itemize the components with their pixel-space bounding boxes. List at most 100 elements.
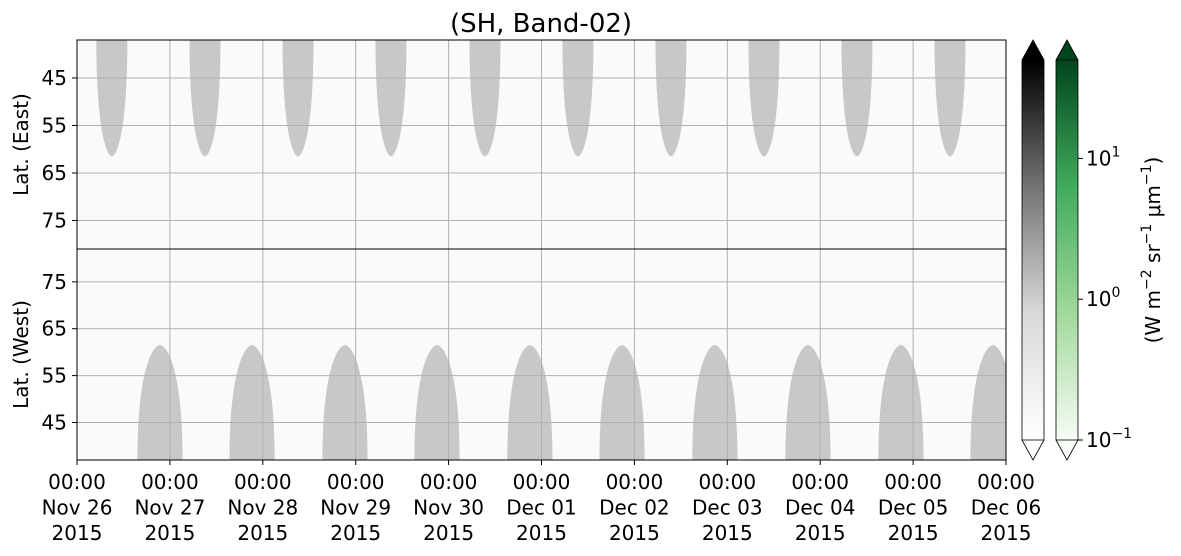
x-tick-label: 00:00 Nov 27 2015 [134, 470, 205, 545]
label-part: sr [1141, 244, 1165, 270]
lobe [748, 40, 780, 157]
x-tick-label-line: 2015 [52, 521, 103, 545]
x-tick-label: 00:00 Nov 29 2015 [320, 470, 391, 545]
x-tick-label-line: 00:00 [141, 470, 199, 494]
x-tick-label-line: 00:00 [977, 470, 1035, 494]
x-tick-label-line: 00:00 [606, 470, 664, 494]
colorbar-extend-max [1055, 39, 1079, 61]
x-tick-label: 00:00 Dec 02 2015 [599, 470, 670, 545]
x-tick-label: 00:00 Nov 28 2015 [227, 470, 298, 545]
x-tick-label-line: Dec 04 [785, 496, 856, 520]
lobe [322, 345, 368, 460]
tick-exponent: 1 [1111, 144, 1120, 160]
colorbar-tick-label: 101 [1086, 144, 1120, 170]
colorbar-frame [1021, 59, 1045, 441]
tick-exponent: −1 [1111, 426, 1132, 442]
x-tick-label-line: 2015 [795, 521, 846, 545]
x-tick-label-line: Dec 02 [599, 496, 670, 520]
y-tick-label: 55 [42, 114, 67, 138]
x-tick-label: 00:00 Dec 05 2015 [878, 470, 949, 545]
x-tick-label-line: 2015 [981, 521, 1032, 545]
label-exponent: −1 [1139, 164, 1155, 185]
y-tick-label: 45 [42, 66, 67, 90]
colorbar-extend-min [1055, 439, 1079, 461]
x-tick-label-line: 2015 [144, 521, 195, 545]
x-tick-label-line: Nov 29 [320, 496, 391, 520]
lobe [96, 40, 128, 157]
x-tick-label-line: Nov 28 [227, 496, 298, 520]
x-tick-label-line: Nov 27 [134, 496, 205, 520]
y-tick-label: 55 [42, 364, 67, 388]
lobe [934, 40, 966, 157]
y-tick-label: 75 [42, 209, 67, 233]
lobe [655, 40, 687, 157]
colorbar-tick-label: 10−1 [1086, 426, 1132, 452]
colorbar-frame [1055, 59, 1079, 441]
x-tick-label-line: 00:00 [234, 470, 292, 494]
lobe [841, 40, 873, 157]
lobe [189, 40, 221, 157]
x-tick-label-line: 00:00 [420, 470, 478, 494]
lobe [562, 40, 594, 157]
x-tick-label-line: Nov 26 [42, 496, 113, 520]
x-tick-label-line: 2015 [888, 521, 939, 545]
tick-base: 10 [1086, 146, 1111, 170]
y-axis-label: Lat. (West) [9, 300, 33, 409]
label-exponent: −1 [1139, 224, 1155, 245]
lobe [137, 345, 183, 460]
lobe [599, 345, 645, 460]
label-exponent: −2 [1139, 269, 1155, 290]
x-tick-label-line: 00:00 [327, 470, 385, 494]
lobe [692, 345, 738, 460]
colorbar [1022, 60, 1044, 440]
lobe [282, 40, 314, 157]
tick-base: 10 [1086, 287, 1111, 311]
chart-title: (SH, Band-02) [450, 9, 632, 39]
y-tick-label: 45 [42, 410, 67, 434]
lobe [469, 40, 501, 157]
lobe [375, 40, 407, 157]
lobe [229, 345, 275, 460]
x-tick-label: 00:00 Nov 26 2015 [42, 470, 113, 545]
x-tick-label-line: 2015 [702, 521, 753, 545]
panel-data [96, 40, 966, 157]
colorbar-extend-min [1021, 439, 1045, 461]
y-tick-label: 65 [42, 317, 67, 341]
x-tick-label: 00:00 Dec 01 2015 [506, 470, 577, 545]
lobe [785, 345, 831, 460]
x-tick-label: 00:00 Nov 30 2015 [413, 470, 484, 545]
x-tick-label-line: 2015 [516, 521, 567, 545]
label-part: ) [1141, 157, 1165, 165]
tick-base: 10 [1086, 428, 1111, 452]
y-tick-label: 65 [42, 161, 67, 185]
x-tick-label: 00:00 Dec 03 2015 [692, 470, 763, 545]
x-tick-label-line: 00:00 [48, 470, 106, 494]
x-tick-label-line: 00:00 [513, 470, 571, 494]
x-tick-label-line: 00:00 [884, 470, 942, 494]
colorbar-extend-max [1021, 39, 1045, 61]
x-tick-label-line: Dec 05 [878, 496, 949, 520]
colorbar-tick-label: 100 [1086, 285, 1120, 311]
x-tick-label-line: Dec 01 [506, 496, 577, 520]
x-tick-label-line: Nov 30 [413, 496, 484, 520]
label-part: μm [1141, 185, 1165, 224]
x-tick-label-line: 2015 [330, 521, 381, 545]
x-tick-label-line: Dec 06 [971, 496, 1042, 520]
y-tick-label: 75 [42, 270, 67, 294]
x-tick-label: 00:00 Dec 04 2015 [785, 470, 856, 545]
lobe [878, 345, 924, 460]
label-part: (W m [1141, 290, 1165, 343]
x-tick-label-line: Dec 03 [692, 496, 763, 520]
lobe [970, 345, 1006, 460]
x-tick-label-line: 00:00 [791, 470, 849, 494]
x-tick-label-line: 2015 [609, 521, 660, 545]
colorbar [1056, 60, 1078, 440]
x-tick-label-line: 2015 [237, 521, 288, 545]
x-tick-label-line: 00:00 [698, 470, 756, 494]
x-tick-label-line: 2015 [423, 521, 474, 545]
y-axis-label: Lat. (East) [9, 93, 33, 196]
colorbar-label: (W m−2 sr−1 μm−1) [1139, 157, 1165, 344]
tick-exponent: 0 [1111, 285, 1120, 301]
x-tick-label: 00:00 Dec 06 2015 [971, 470, 1042, 545]
